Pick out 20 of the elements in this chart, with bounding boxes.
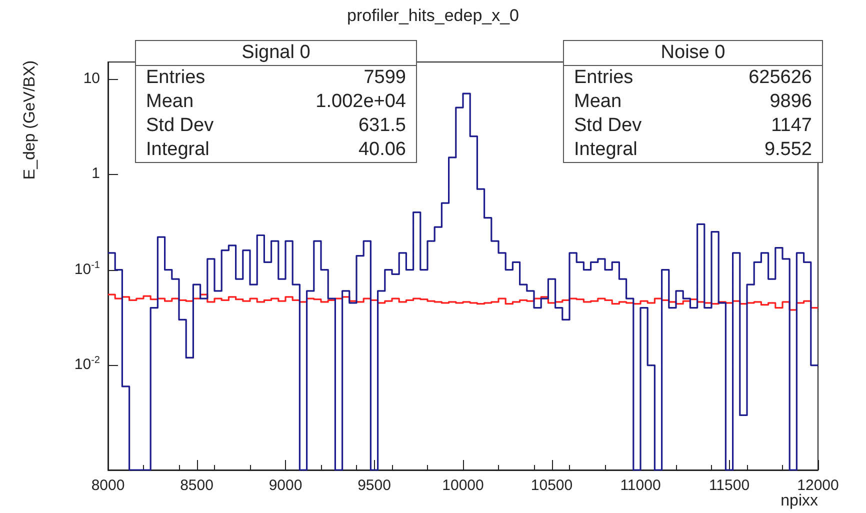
y-tick-label: 1 [92, 164, 100, 184]
x-tick-label: 12000 [797, 477, 839, 494]
stats-box: Signal 0 Entries 7599 Mean 1.002e+04 Std Dev 631.5 Integral 40.06 [135, 40, 417, 163]
annotation: Signal 0 [136, 41, 416, 66]
x-tick-label: 10000 [442, 477, 484, 494]
x-tick-label: 9500 [358, 477, 391, 494]
x-tick-label: 10500 [530, 477, 573, 494]
y-tick-label: 10$^{-2}$ [74, 355, 100, 376]
x-tick-label: 8500 [180, 477, 214, 494]
x-tick-label: 8000 [91, 477, 125, 494]
chart-title: profiler_hits_edep_x_0 [346, 6, 520, 25]
x-axis-title: npixx [780, 492, 818, 510]
y-tick-label: 10$^{-1}$ [74, 260, 100, 280]
x-tick-label: 9000 [268, 477, 302, 494]
y-tick-label: 10 [83, 68, 100, 89]
stats-box: Noise 0 Entries 625626 Mean 9896 Std Dev 1147 Integral 9.552 [563, 40, 823, 163]
x-tick-label: 11000 [620, 477, 661, 494]
annotation: Noise 0 [564, 41, 822, 66]
y-axis-title: E_dep (GeV/BX) [22, 60, 38, 180]
x-tick-label: 11500 [708, 477, 750, 494]
